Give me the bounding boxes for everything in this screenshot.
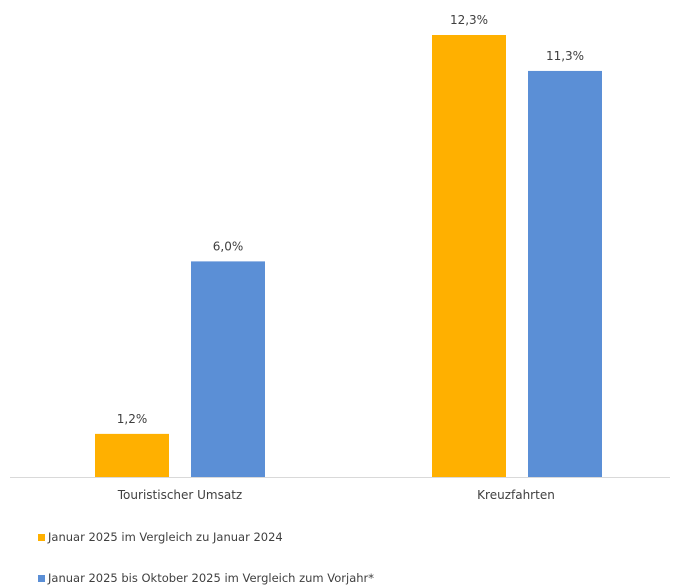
bar-series-2-category-2 — [528, 70, 602, 477]
legend-item-series-2: Januar 2025 bis Oktober 2025 im Vergleic… — [38, 571, 374, 585]
legend-swatch-series-2 — [38, 574, 45, 582]
bar-series-1-category-1 — [95, 433, 169, 477]
bar-series-1-category-2 — [432, 35, 506, 477]
bars-group — [95, 35, 602, 477]
legend-label-series-1: Januar 2025 im Vergleich zu Januar 2024 — [48, 530, 283, 544]
data-label-series-1-category-2: 12,3% — [450, 13, 488, 27]
category-label-2: Kreuzfahrten — [477, 488, 555, 502]
bar-series-2-category-1 — [191, 261, 265, 477]
data-label-series-2-category-2: 11,3% — [546, 49, 584, 63]
legend-item-series-1: Januar 2025 im Vergleich zu Januar 2024 — [38, 530, 283, 544]
data-label-series-2-category-1: 6,0% — [213, 239, 244, 253]
legend-label-series-2: Januar 2025 bis Oktober 2025 im Vergleic… — [48, 571, 375, 585]
legend-swatch-series-1 — [38, 533, 45, 541]
data-label-series-1-category-1: 1,2% — [117, 412, 148, 426]
bar-chart: 1,2% 6,0% 12,3% 11,3% Touristischer Umsatz K… — [10, 13, 670, 502]
category-labels-group: Touristischer Umsatz Kreuzfahrten — [117, 488, 555, 502]
category-label-1: Touristischer Umsatz — [117, 488, 242, 502]
data-labels-group: 1,2% 6,0% 12,3% 11,3% — [117, 13, 584, 426]
